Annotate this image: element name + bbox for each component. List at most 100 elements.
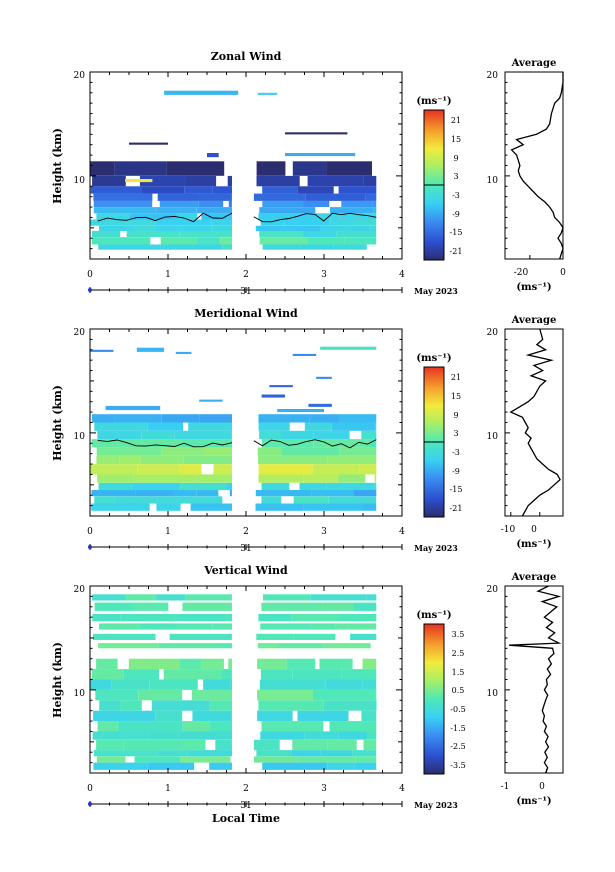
data-band-segment — [140, 623, 178, 630]
data-band-segment — [309, 414, 339, 423]
data-band-segment — [327, 762, 355, 770]
data-blob — [125, 179, 153, 183]
profile-frame — [504, 585, 564, 774]
data-band-segment — [291, 750, 321, 757]
colorbar-tick-21: 21 — [451, 116, 461, 125]
profile-x-tick-0: -10 — [501, 525, 516, 535]
data-blob — [292, 353, 317, 356]
data-band-segment — [222, 244, 232, 250]
data-band-segment — [140, 455, 184, 464]
data-blob — [320, 346, 377, 350]
data-band-segment — [147, 422, 184, 431]
data-band-segment — [257, 689, 313, 701]
data-band-segment — [261, 439, 314, 448]
data-band-segment — [141, 430, 175, 440]
data-band-segment — [95, 689, 139, 701]
data-band-segment — [330, 219, 353, 226]
panel-meridional-wind: Meridional Wind Height (km) 10 20 0 1 2 … — [51, 307, 564, 554]
data-band-segment — [253, 193, 306, 201]
data-band-segment — [185, 594, 232, 601]
data-band-segment — [209, 700, 232, 711]
data-band-segment — [176, 213, 198, 220]
date-month: May 2023 — [414, 543, 458, 553]
data-band-segment — [293, 496, 329, 504]
data-band-segment — [256, 633, 294, 640]
data-blob — [90, 349, 114, 352]
data-band-segment — [97, 721, 118, 732]
data-band-segment — [355, 756, 377, 763]
data-band-segment — [340, 614, 377, 622]
data-band-segment — [157, 496, 223, 504]
data-band-segment — [313, 430, 350, 440]
data-band-segment — [212, 186, 232, 194]
date-day: 31 — [240, 544, 251, 554]
data-band-segment — [359, 464, 377, 475]
data-band-segment — [156, 207, 197, 214]
data-band-segment — [179, 464, 202, 475]
data-band-segment — [91, 237, 151, 245]
data-band-segment — [325, 679, 363, 690]
profile-title: Average — [511, 572, 557, 583]
data-band-segment — [98, 482, 132, 491]
data-blob — [261, 394, 285, 398]
data-band-segment — [114, 161, 167, 176]
profile-x-tick-1: 0 — [531, 525, 537, 535]
data-band-segment — [258, 464, 313, 475]
axes-layer — [89, 328, 403, 550]
profile-y-tick-20: 20 — [487, 71, 499, 81]
data-band-segment — [255, 490, 312, 497]
colorbar-tick-9: 9 — [453, 411, 458, 420]
data-band-segment — [212, 623, 232, 630]
data-band-segment — [259, 237, 308, 245]
x-axis-label: Local Time — [212, 812, 280, 825]
data-band-segment — [258, 614, 292, 622]
data-band-segment — [302, 230, 337, 238]
data-band-segment — [363, 739, 377, 751]
data-band-segment — [310, 623, 336, 630]
data-band-segment — [156, 750, 188, 757]
colorbar-tick-m15: -15 — [450, 485, 463, 494]
data-band-segment — [297, 186, 334, 194]
data-band-segment — [131, 482, 181, 491]
data-band-segment — [262, 244, 301, 250]
colorbar-tick-m15: -15 — [450, 228, 463, 237]
data-band-segment — [339, 447, 377, 456]
y-axis-label: Height (km) — [51, 642, 64, 718]
colorbar-unit: (ms⁻¹) — [416, 610, 451, 621]
data-band-segment — [96, 455, 120, 464]
profile-y-tick-20: 20 — [487, 328, 499, 338]
y-tick-label-10: 10 — [74, 432, 86, 442]
data-band-segment — [338, 474, 366, 483]
data-band-segment — [212, 225, 232, 231]
y-tick-label-20: 20 — [74, 71, 86, 81]
data-band-segment — [97, 474, 134, 483]
profile-line — [509, 328, 561, 517]
data-band-segment — [256, 750, 292, 757]
y-tick-label-10: 10 — [74, 176, 86, 186]
heatmap-layer — [90, 346, 377, 511]
x-tick-label-4: 4 — [399, 527, 405, 537]
data-band-segment — [114, 414, 162, 423]
data-band-segment — [97, 430, 142, 440]
colorbar: (ms⁻¹) 3.5 2.5 1.5 0.5 -0.5 -1.5 -2.5 -3… — [416, 610, 466, 775]
heatmap-layer — [90, 90, 377, 250]
data-band-segment — [300, 756, 356, 763]
data-band-segment — [227, 175, 232, 187]
y-tick-label-10: 10 — [74, 689, 86, 699]
data-band-segment — [158, 643, 217, 649]
data-band-segment — [196, 474, 232, 483]
x-tick-label-4: 4 — [399, 270, 405, 280]
x-tick-label-4: 4 — [399, 784, 405, 794]
data-band-segment — [92, 731, 148, 740]
data-band-segment — [98, 244, 161, 250]
data-band-segment — [303, 474, 339, 483]
data-band-segment — [261, 496, 282, 504]
profile-y-tick-10: 10 — [487, 176, 499, 186]
colorbar: (ms⁻¹) 21 15 9 3 -3 -9 -15 -21 — [416, 96, 463, 261]
profile-title: Average — [511, 315, 557, 326]
data-band-segment — [303, 503, 363, 511]
data-band-segment — [209, 721, 232, 732]
data-band-segment — [92, 633, 156, 640]
data-band-segment — [313, 439, 370, 448]
data-band-segment — [259, 430, 281, 440]
